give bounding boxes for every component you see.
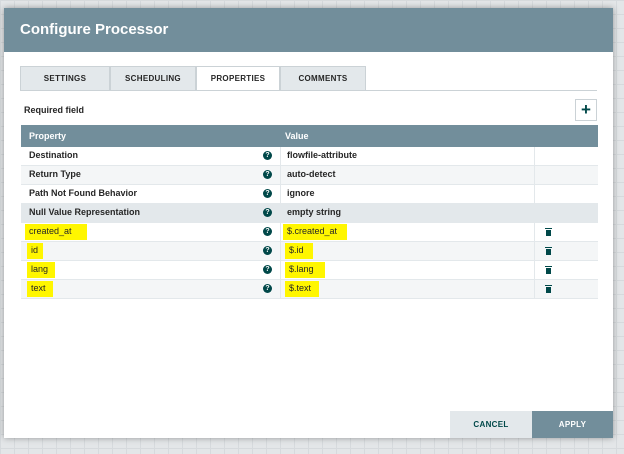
highlight-mark <box>283 224 347 240</box>
tab-bar: SETTINGS SCHEDULING PROPERTIES COMMENTS <box>20 66 366 91</box>
tab-divider <box>20 90 597 91</box>
property-value[interactable]: $.lang <box>289 264 314 274</box>
question-circle-icon[interactable]: ? <box>263 151 272 160</box>
question-circle-icon[interactable]: ? <box>263 227 272 236</box>
property-column-header: Property <box>29 131 67 141</box>
table-row[interactable]: text ? $.text <box>21 280 598 299</box>
question-circle-icon[interactable]: ? <box>263 189 272 198</box>
tab-settings[interactable]: SETTINGS <box>20 66 110 90</box>
trash-icon[interactable] <box>545 266 552 274</box>
property-value[interactable]: ignore <box>287 188 315 198</box>
table-row[interactable]: Destination ? flowfile-attribute <box>21 147 598 166</box>
tab-comments[interactable]: COMMENTS <box>280 66 366 90</box>
table-row[interactable]: Return Type ? auto-detect <box>21 166 598 185</box>
trash-icon[interactable] <box>545 247 552 255</box>
question-circle-icon[interactable]: ? <box>263 170 272 179</box>
property-name: created_at <box>29 226 72 236</box>
highlight-mark <box>27 243 43 259</box>
table-row[interactable]: created_at ? $.created_at <box>21 223 598 242</box>
table-header: Property Value <box>21 125 598 147</box>
question-circle-icon[interactable]: ? <box>263 284 272 293</box>
table-row[interactable]: Null Value Representation ? empty string <box>21 204 598 223</box>
tab-properties[interactable]: PROPERTIES <box>196 66 280 91</box>
property-name: id <box>31 245 39 255</box>
property-name: Path Not Found Behavior <box>29 188 137 198</box>
property-value[interactable]: $.text <box>289 283 312 293</box>
property-name: Destination <box>29 150 79 160</box>
property-value[interactable]: $.id <box>289 245 304 255</box>
highlight-mark <box>25 224 87 240</box>
property-name: lang <box>31 264 49 274</box>
trash-icon[interactable] <box>545 285 552 293</box>
highlight-mark <box>27 281 53 297</box>
property-value[interactable]: empty string <box>287 207 342 217</box>
configure-processor-dialog: Configure Processor SETTINGS SCHEDULING … <box>4 8 613 438</box>
highlight-mark <box>285 243 313 259</box>
table-row[interactable]: Path Not Found Behavior ? ignore <box>21 185 598 204</box>
value-column-header: Value <box>285 131 309 141</box>
property-value[interactable]: auto-detect <box>287 169 336 179</box>
property-value[interactable]: flowfile-attribute <box>287 150 357 160</box>
tab-scheduling[interactable]: SCHEDULING <box>110 66 196 90</box>
question-circle-icon[interactable]: ? <box>263 265 272 274</box>
property-name: Null Value Representation <box>29 207 141 217</box>
property-name: text <box>31 283 46 293</box>
cancel-button[interactable]: CANCEL <box>450 411 532 438</box>
add-property-button[interactable]: + <box>575 99 597 121</box>
property-value[interactable]: $.created_at <box>287 226 338 236</box>
property-name: Return Type <box>29 169 81 179</box>
required-field-label: Required field <box>24 105 85 115</box>
question-circle-icon[interactable]: ? <box>263 246 272 255</box>
highlight-mark <box>27 262 55 278</box>
plus-icon: + <box>581 100 591 119</box>
apply-button[interactable]: APPLY <box>532 411 613 438</box>
highlight-mark <box>285 281 319 297</box>
table-row[interactable]: id ? $.id <box>21 242 598 261</box>
highlight-mark <box>285 262 325 278</box>
question-circle-icon[interactable]: ? <box>263 208 272 217</box>
trash-icon[interactable] <box>545 228 552 236</box>
properties-table: Property Value Destination ? flowfile-at… <box>21 125 598 299</box>
dialog-title: Configure Processor <box>4 8 613 52</box>
table-row[interactable]: lang ? $.lang <box>21 261 598 280</box>
